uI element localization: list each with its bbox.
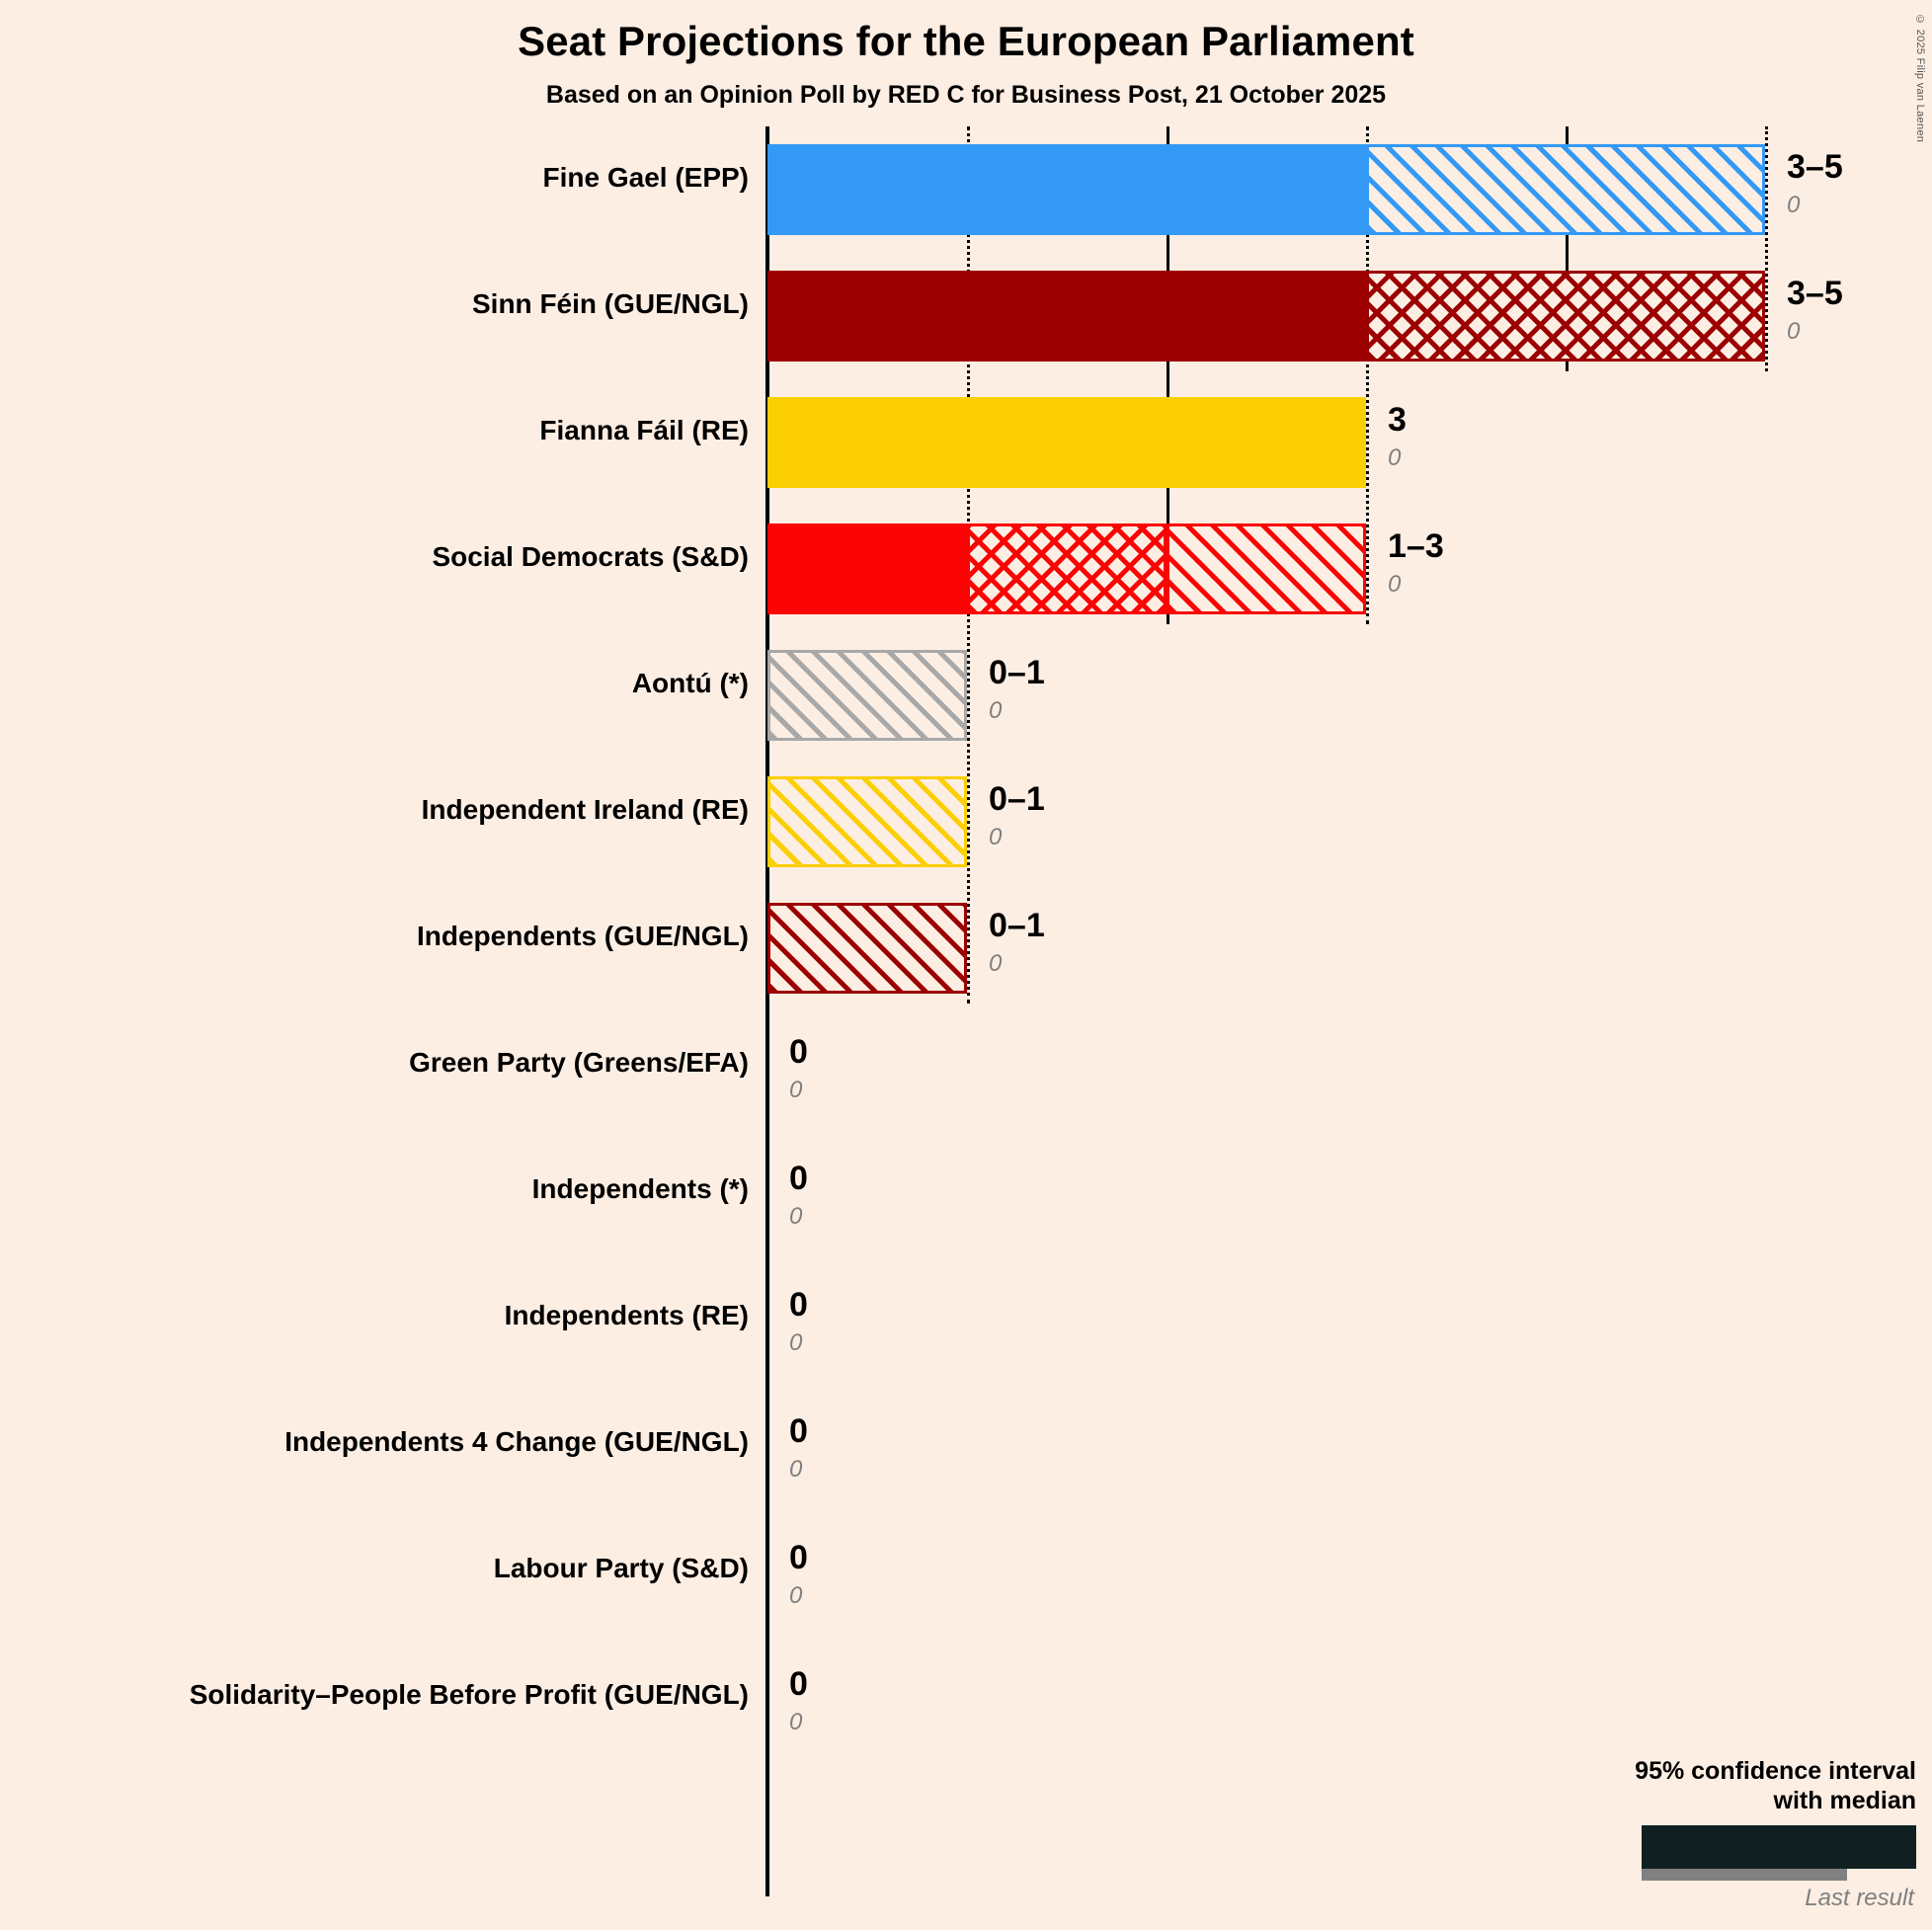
chart-legend: 95% confidence interval with median Last… bbox=[1501, 1757, 1916, 1912]
y-axis-line bbox=[765, 126, 769, 1896]
chart-title: Seat Projections for the European Parlia… bbox=[518, 18, 1414, 64]
bar bbox=[767, 903, 967, 994]
bar-segment-diagonal bbox=[1366, 144, 1765, 235]
bar-last-result-label: 0 bbox=[989, 824, 1003, 850]
bar-row: Fianna Fáil (RE) 3 0 bbox=[0, 379, 1932, 506]
chart-subtitle: Based on an Opinion Poll by RED C for Bu… bbox=[545, 81, 1387, 109]
bar bbox=[767, 776, 967, 867]
bar-row: Independents (RE) 0 0 bbox=[0, 1264, 1932, 1391]
bar-value-label: 1–3 bbox=[1388, 527, 1444, 565]
bar-segment-diagonal bbox=[767, 903, 967, 994]
bar-value-label: 0 bbox=[789, 1539, 808, 1576]
legend-last-result-bar bbox=[1642, 1869, 1847, 1881]
bar-row: Independents (*) 0 0 bbox=[0, 1138, 1932, 1264]
bar-row-label: Sinn Féin (GUE/NGL) bbox=[472, 288, 749, 319]
bar-row-label: Solidarity–People Before Profit (GUE/NGL… bbox=[189, 1679, 749, 1710]
bar-row: Independents 4 Change (GUE/NGL) 0 0 bbox=[0, 1391, 1932, 1517]
bar bbox=[767, 650, 967, 741]
bar-last-result-label: 0 bbox=[789, 1203, 803, 1230]
bar-last-result-label: 0 bbox=[789, 1329, 803, 1356]
bar-segment-diagonal bbox=[767, 650, 967, 741]
legend-line-1: 95% confidence interval bbox=[1635, 1757, 1916, 1785]
legend-last-result-label: Last result bbox=[1805, 1885, 1914, 1911]
bar bbox=[767, 1661, 768, 1752]
bar-row: Aontú (*) 0–1 0 bbox=[0, 632, 1932, 759]
bar-value-label: 0–1 bbox=[989, 907, 1045, 944]
bar-value-label: 0 bbox=[789, 1033, 808, 1071]
gridline-4 bbox=[1566, 126, 1569, 371]
bar-last-result-label: 0 bbox=[989, 950, 1003, 977]
bar-row-label: Independents (RE) bbox=[504, 1300, 749, 1330]
legend-sample-bar bbox=[1642, 1825, 1916, 1869]
bar-segment-solid bbox=[767, 523, 967, 614]
bar-row-label: Independents (*) bbox=[531, 1173, 749, 1204]
bar-segment-solid bbox=[767, 144, 1366, 235]
bar-row: Labour Party (S&D) 0 0 bbox=[0, 1517, 1932, 1644]
bar-last-result-label: 0 bbox=[1388, 571, 1402, 598]
bar bbox=[767, 397, 1366, 488]
bar-last-result-label: 0 bbox=[789, 1709, 803, 1735]
bar-row-label: Fine Gael (EPP) bbox=[542, 162, 750, 193]
bar-row: Sinn Féin (GUE/NGL) 3–5 0 bbox=[0, 253, 1932, 379]
bar-segment-solid bbox=[767, 397, 1366, 488]
bar-last-result-label: 0 bbox=[789, 1456, 803, 1483]
bar-value-label: 0–1 bbox=[989, 780, 1045, 818]
bar-value-label: 3–5 bbox=[1787, 275, 1843, 312]
copyright-notice: © 2025 Filip van Laenen bbox=[1914, 14, 1926, 143]
bar-value-label: 0 bbox=[789, 1412, 808, 1450]
bar bbox=[767, 271, 1765, 362]
bar-row-label: Labour Party (S&D) bbox=[493, 1553, 749, 1583]
bar-row-label: Social Democrats (S&D) bbox=[432, 541, 749, 572]
bar-value-label: 3 bbox=[1388, 401, 1407, 439]
legend-line-2: with median bbox=[1773, 1786, 1916, 1814]
bar bbox=[767, 523, 1366, 614]
bar-row-label: Green Party (Greens/EFA) bbox=[409, 1047, 749, 1078]
bar-segment-solid bbox=[767, 271, 1366, 362]
gridline-3 bbox=[1366, 126, 1369, 624]
bar-segment-crosshatch bbox=[1366, 271, 1765, 362]
gridline-2 bbox=[1167, 126, 1169, 624]
legend-segment-crosshatch bbox=[1774, 1825, 1845, 1869]
bar bbox=[767, 144, 1765, 235]
bar-last-result-label: 0 bbox=[1787, 192, 1801, 218]
bar-value-label: 0 bbox=[789, 1160, 808, 1197]
bar-segment-diagonal bbox=[767, 776, 967, 867]
bar-last-result-label: 0 bbox=[1787, 318, 1801, 345]
bar-value-label: 0–1 bbox=[989, 654, 1045, 691]
bar-row-label: Aontú (*) bbox=[631, 668, 749, 698]
bar bbox=[767, 1535, 768, 1626]
bar-segment-crosshatch bbox=[967, 523, 1167, 614]
bar bbox=[767, 1282, 768, 1373]
bar-row-label: Independents (GUE/NGL) bbox=[417, 921, 749, 951]
bar-row-label: Fianna Fáil (RE) bbox=[539, 415, 749, 445]
bar-row: Fine Gael (EPP) 3–5 0 bbox=[0, 126, 1932, 253]
bar-row: Independents (GUE/NGL) 0–1 0 bbox=[0, 885, 1932, 1011]
bar-last-result-label: 0 bbox=[789, 1582, 803, 1609]
legend-segment-diagonal bbox=[1845, 1825, 1916, 1869]
bar-row: Independent Ireland (RE) 0–1 0 bbox=[0, 759, 1932, 885]
bar-row-label: Independent Ireland (RE) bbox=[421, 794, 749, 825]
bar-last-result-label: 0 bbox=[989, 697, 1003, 724]
bar-row: Social Democrats (S&D) 1–3 0 bbox=[0, 506, 1932, 632]
bar bbox=[767, 1029, 768, 1120]
bar bbox=[767, 1156, 768, 1246]
bar-value-label: 0 bbox=[789, 1286, 808, 1324]
bar-segment-diagonal bbox=[1167, 523, 1366, 614]
bar-last-result-label: 0 bbox=[789, 1077, 803, 1103]
bar-value-label: 3–5 bbox=[1787, 148, 1843, 186]
bar-row: Solidarity–People Before Profit (GUE/NGL… bbox=[0, 1644, 1932, 1770]
bar-value-label: 0 bbox=[789, 1665, 808, 1703]
gridline-5 bbox=[1765, 126, 1768, 371]
bar-row-label: Independents 4 Change (GUE/NGL) bbox=[284, 1426, 749, 1457]
bar-row: Green Party (Greens/EFA) 0 0 bbox=[0, 1011, 1932, 1138]
bar bbox=[767, 1408, 768, 1499]
bar-last-result-label: 0 bbox=[1388, 444, 1402, 471]
